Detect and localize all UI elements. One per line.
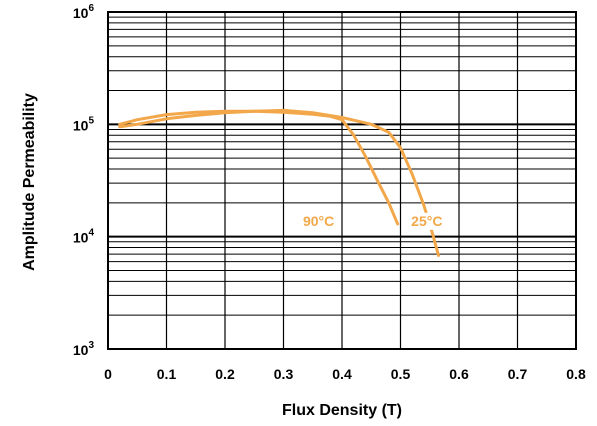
x-tick-label: 0: [104, 366, 112, 382]
x-axis-title: Flux Density (T): [282, 402, 402, 419]
y-tick-exponent: 6: [88, 3, 94, 14]
x-tick-label: 0.2: [215, 366, 235, 382]
x-tick-label: 0.6: [449, 366, 469, 382]
x-tick-labels: 0 0.1 0.2 0.3 0.4 0.5 0.6 0.7 0.8: [104, 366, 586, 382]
x-tick-label: 0.5: [391, 366, 411, 382]
y-tick-exponent: 3: [88, 340, 94, 351]
series-label: 90°C: [303, 213, 334, 229]
x-tick-label: 0.8: [566, 366, 586, 382]
plot-frame: [107, 11, 577, 350]
x-tick-label: 0.1: [157, 366, 177, 382]
x-tick-label: 0.4: [332, 366, 352, 382]
y-tick-exponent: 5: [88, 115, 94, 126]
series-layer: 25°C 90°C: [118, 108, 447, 257]
series-line-1: [118, 109, 400, 226]
series-label: 25°C: [411, 213, 442, 229]
x-tick-label: 0.7: [508, 366, 528, 382]
y-tick-base: 10: [73, 342, 89, 358]
y-tick-label: 105: [73, 115, 95, 133]
x-tick-label: 0.3: [274, 366, 294, 382]
y-axis-title: Amplitude Permeability: [21, 93, 38, 271]
series-label-bg: [298, 212, 339, 230]
y-tick-base: 10: [73, 230, 89, 246]
y-tick-base: 10: [73, 117, 89, 133]
y-tick-label: 103: [73, 340, 95, 358]
major-grid: [107, 11, 577, 350]
y-tick-label: 106: [73, 3, 95, 21]
y-tick-exponent: 4: [88, 228, 94, 239]
series-label-bg: [406, 212, 447, 230]
y-tick-label: 104: [73, 228, 95, 246]
y-tick-base: 10: [73, 5, 89, 21]
